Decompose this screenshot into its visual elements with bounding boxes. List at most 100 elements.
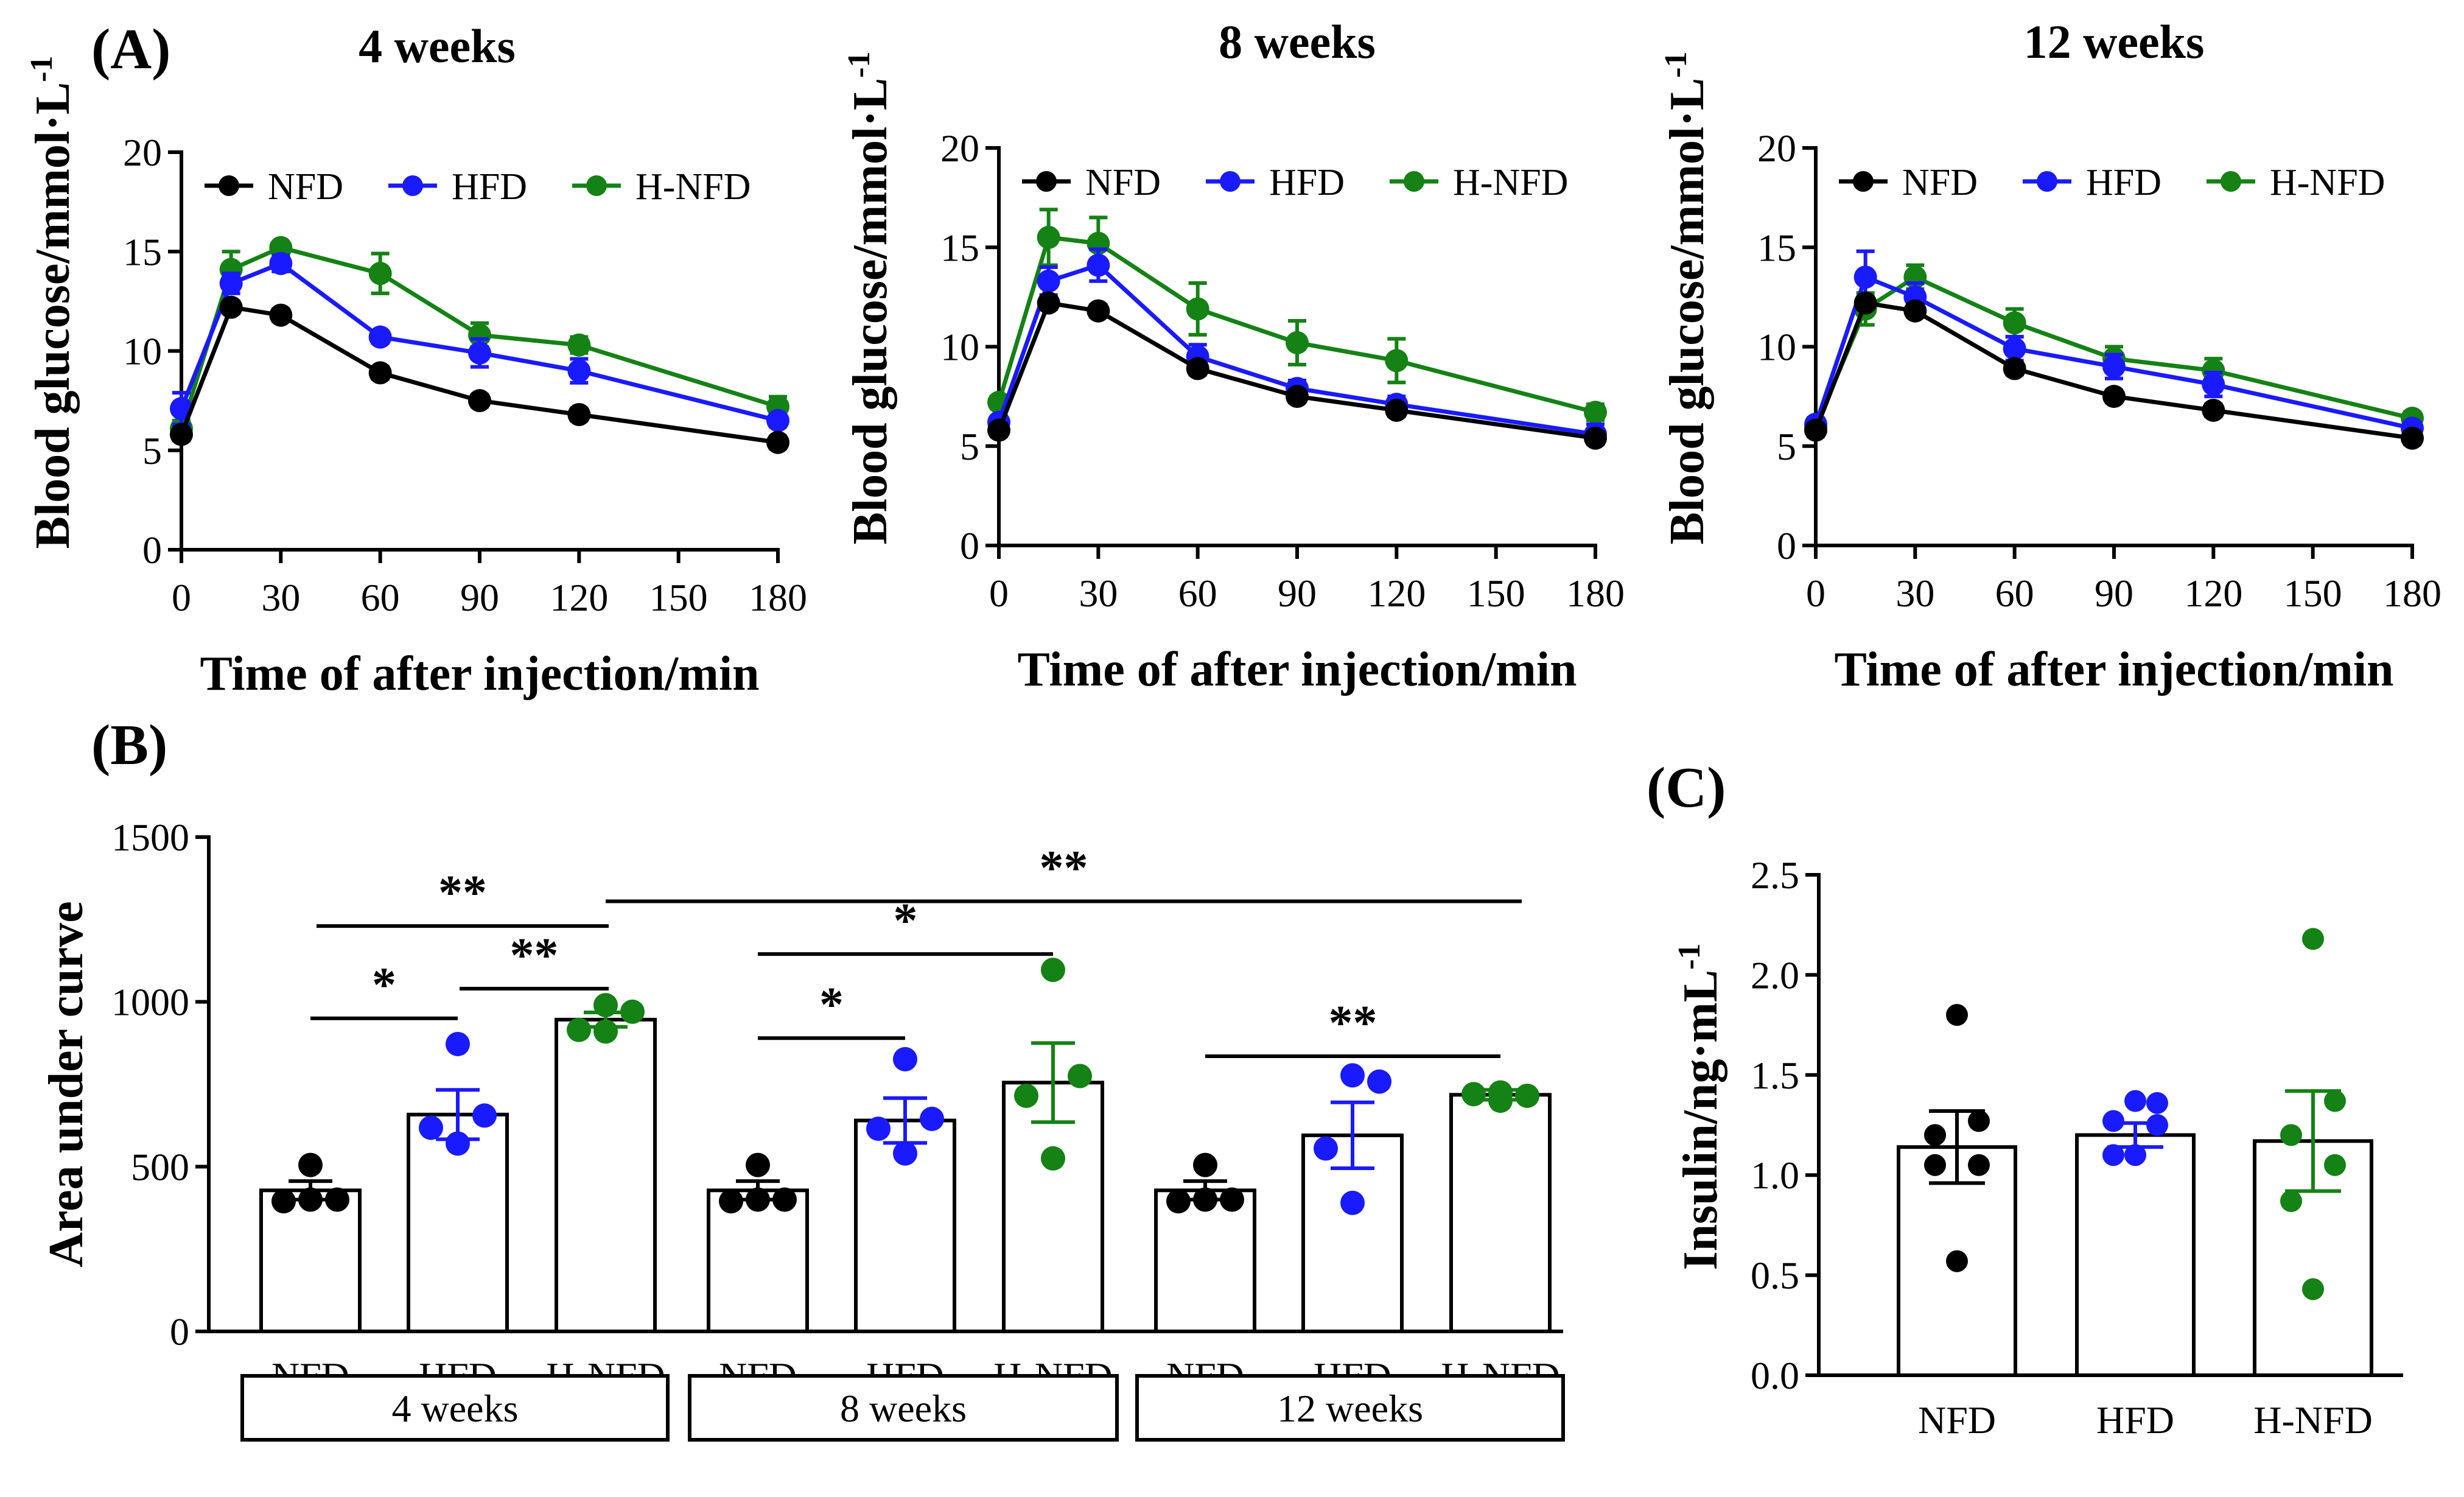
y-tick-label: 500 — [131, 1145, 189, 1188]
category-label: NFD — [1918, 1398, 1996, 1442]
data-point — [1041, 958, 1065, 983]
data-point — [1220, 1187, 1244, 1212]
panel-label-b: (B) — [91, 713, 167, 777]
panel-label-a: (A) — [91, 18, 171, 81]
y-axis-label: Area under curve — [40, 901, 93, 1267]
data-point — [1853, 265, 1877, 289]
chart-layer: 4 weeks Time of after injection/min Blood … — [24, 15, 2441, 1442]
y-tick-label: 1000 — [111, 981, 189, 1024]
x-tick-label: 30 — [261, 576, 300, 619]
y-tick-label: 2.5 — [1751, 854, 1799, 897]
y-tick-label: 15 — [1757, 226, 1796, 269]
data-point — [1014, 1083, 1038, 1108]
bar — [1449, 1093, 1552, 1333]
data-point — [2324, 1090, 2346, 1112]
significance-label: ** — [1329, 997, 1377, 1050]
data-point — [419, 1115, 443, 1140]
significance-label: ** — [438, 866, 487, 920]
y-tick-label: 0 — [142, 528, 162, 572]
data-point — [1385, 398, 1409, 422]
data-point — [2202, 373, 2225, 396]
data-point — [2280, 1190, 2302, 1212]
data-point — [1584, 426, 1607, 450]
x-tick-label: 120 — [550, 576, 608, 619]
x-axis-label: Time of after injection/min — [200, 647, 759, 701]
data-point — [567, 333, 591, 357]
data-point — [1286, 385, 1309, 408]
x-tick-label: 60 — [1995, 572, 2034, 615]
significance-label: ** — [510, 929, 559, 983]
data-point — [766, 430, 789, 454]
data-point — [620, 999, 645, 1024]
data-point — [468, 389, 491, 413]
data-point — [2003, 357, 2026, 380]
data-point — [1804, 418, 1827, 442]
data-point — [2401, 426, 2424, 450]
y-axis-label-superscript: -1 — [1672, 944, 1707, 970]
x-tick-label: 60 — [361, 576, 400, 619]
legend-marker — [219, 175, 239, 196]
legend-label: NFD — [1902, 162, 1978, 203]
data-point — [593, 1019, 618, 1044]
data-point — [219, 272, 243, 295]
legend-label: HFD — [2086, 162, 2161, 203]
group-box — [240, 1374, 670, 1442]
legend-marker — [1853, 171, 1874, 192]
data-point — [1286, 331, 1309, 354]
data-point — [2146, 1114, 2168, 1136]
y-tick-label: 15 — [123, 230, 162, 273]
data-point — [893, 1141, 917, 1166]
data-point — [298, 1152, 323, 1177]
y-tick-label: 10 — [123, 330, 162, 373]
legend-label: H-NFD — [2270, 162, 2385, 203]
data-point — [1087, 253, 1110, 277]
legend-marker — [586, 175, 607, 196]
y-tick-label: 20 — [940, 127, 979, 170]
y-tick-label: 1.0 — [1751, 1154, 1799, 1197]
y-axis-label: Blood glucose/mmol·L-1 — [24, 55, 80, 549]
data-point — [1515, 1083, 1539, 1108]
data-point — [2102, 385, 2126, 408]
x-tick-label: 150 — [649, 576, 708, 619]
data-point — [1041, 1146, 1065, 1171]
significance-label: * — [894, 894, 918, 948]
x-tick-label: 180 — [1566, 572, 1625, 615]
data-point — [269, 236, 293, 259]
data-point — [325, 1187, 349, 1212]
legend-label: H-NFD — [1453, 162, 1568, 203]
legend-marker — [1404, 171, 1424, 192]
data-point — [1903, 299, 1927, 323]
data-point — [468, 341, 491, 365]
chart-title: 8 weeks — [1219, 15, 1376, 68]
data-point — [1087, 299, 1110, 323]
data-point — [2280, 1124, 2302, 1146]
data-point — [2302, 928, 2324, 950]
x-tick-label: 150 — [2284, 572, 2342, 615]
data-point — [1853, 291, 1877, 315]
group-label: 12 weeks — [1277, 1387, 1423, 1430]
x-tick-label: 90 — [460, 576, 499, 619]
significance-label: * — [372, 959, 396, 1012]
data-point — [746, 1187, 770, 1212]
data-point — [368, 325, 392, 349]
data-point — [271, 1189, 296, 1214]
data-point — [1186, 297, 1209, 321]
y-tick-label: 15 — [940, 226, 979, 269]
data-point — [472, 1103, 497, 1128]
data-point — [2102, 355, 2126, 379]
bar — [1154, 1188, 1256, 1333]
data-point — [893, 1046, 917, 1071]
legend-marker — [2221, 171, 2241, 192]
legend-label: NFD — [1085, 162, 1161, 203]
group-box — [1135, 1374, 1565, 1442]
data-point — [1946, 1250, 1968, 1272]
data-point — [719, 1189, 743, 1214]
legend-marker — [402, 175, 423, 196]
panel-label-c: (C) — [1647, 756, 1726, 819]
y-tick-label: 10 — [940, 326, 979, 369]
data-point — [2124, 1144, 2146, 1166]
y-tick-label: 0.5 — [1751, 1254, 1799, 1297]
y-tick-label: 5 — [960, 425, 979, 468]
data-point — [567, 402, 591, 426]
legend-marker — [1036, 171, 1057, 192]
